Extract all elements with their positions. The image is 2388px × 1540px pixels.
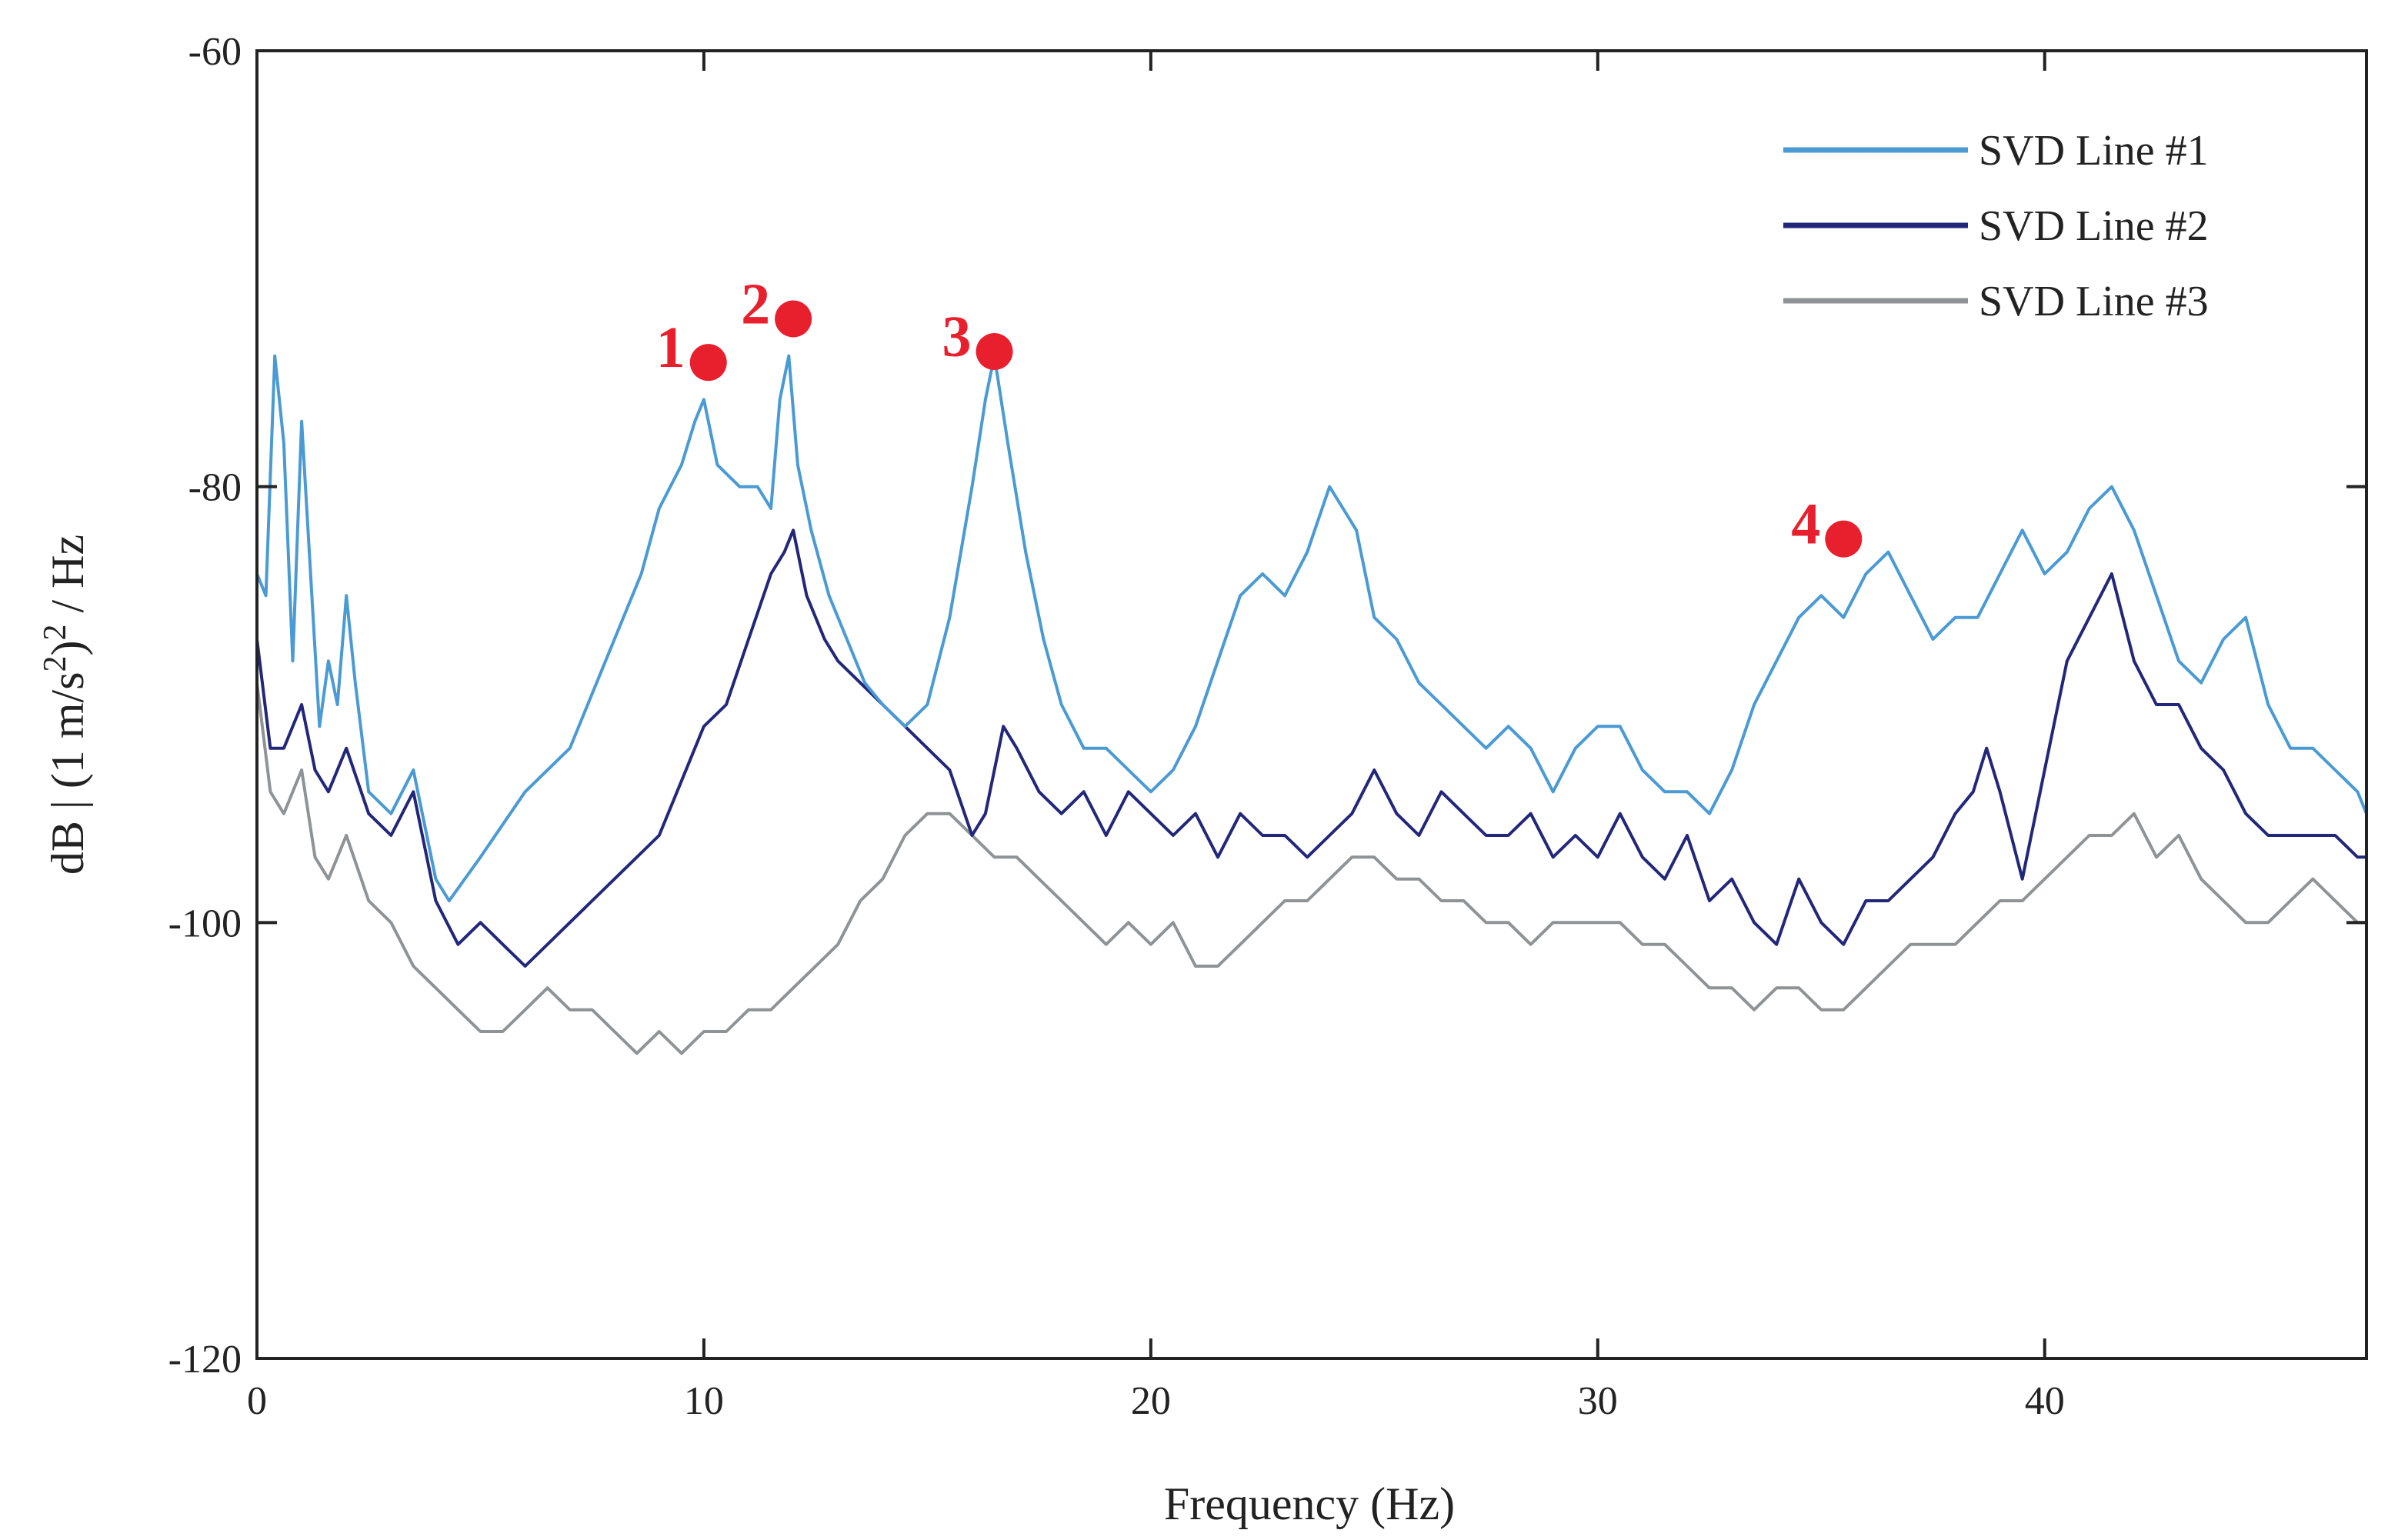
legend: SVD Line #1 SVD Line #2 SVD Line #3	[1783, 127, 2209, 325]
ticks-layer: 0 10 20 30 40 -120 -100 -80 -60	[168, 30, 2366, 1423]
y-axis-label-sup1: 2	[38, 655, 73, 672]
x-tick-label: 20	[1131, 1379, 1171, 1423]
series-line-svd-line-2	[255, 528, 2366, 968]
peak-marker-4	[1825, 520, 1863, 558]
y-tick-label: -60	[188, 30, 242, 74]
x-tick-label: 0	[247, 1379, 267, 1423]
x-tick-label: 10	[684, 1379, 724, 1423]
y-axis-label: dB | (1 m/s2)2 / Hz	[38, 535, 93, 875]
y-tick-label: -80	[188, 466, 242, 510]
axes-layer	[255, 49, 2368, 1360]
plot-frame	[255, 49, 2368, 1360]
y-axis-label-sup2: 2	[38, 624, 73, 640]
x-axis-label: Frequency (Hz)	[1164, 1478, 1455, 1529]
series-layer	[255, 354, 2368, 1055]
peak-marker-1	[689, 344, 727, 382]
series-line-svd-line-1	[255, 354, 2368, 902]
peak-label-3: 3	[942, 305, 972, 369]
y-tick-label: -100	[168, 902, 242, 945]
y-axis-label-middle: )	[42, 640, 93, 655]
legend-label-svd-line-1: SVD Line #1	[1979, 127, 2209, 175]
legend-label-svd-line-3: SVD Line #3	[1979, 278, 2209, 325]
peak-label-1: 1	[656, 315, 685, 380]
peak-label-4: 4	[1791, 492, 1820, 557]
y-axis-label-suffix: / Hz	[42, 535, 93, 625]
peak-marker-2	[775, 300, 812, 338]
legend-label-svd-line-2: SVD Line #2	[1979, 202, 2209, 250]
x-tick-label: 30	[1578, 1379, 1618, 1423]
peak-label-2: 2	[741, 272, 770, 337]
y-axis-label-prefix: dB | (1 m/s	[42, 672, 93, 875]
peak-marker-3	[976, 333, 1013, 370]
y-tick-label: -120	[168, 1338, 242, 1382]
series-line-svd-line-3	[255, 682, 2366, 1055]
x-tick-label: 40	[2025, 1379, 2065, 1423]
annotation-layer: 12 3 4	[656, 272, 1863, 558]
